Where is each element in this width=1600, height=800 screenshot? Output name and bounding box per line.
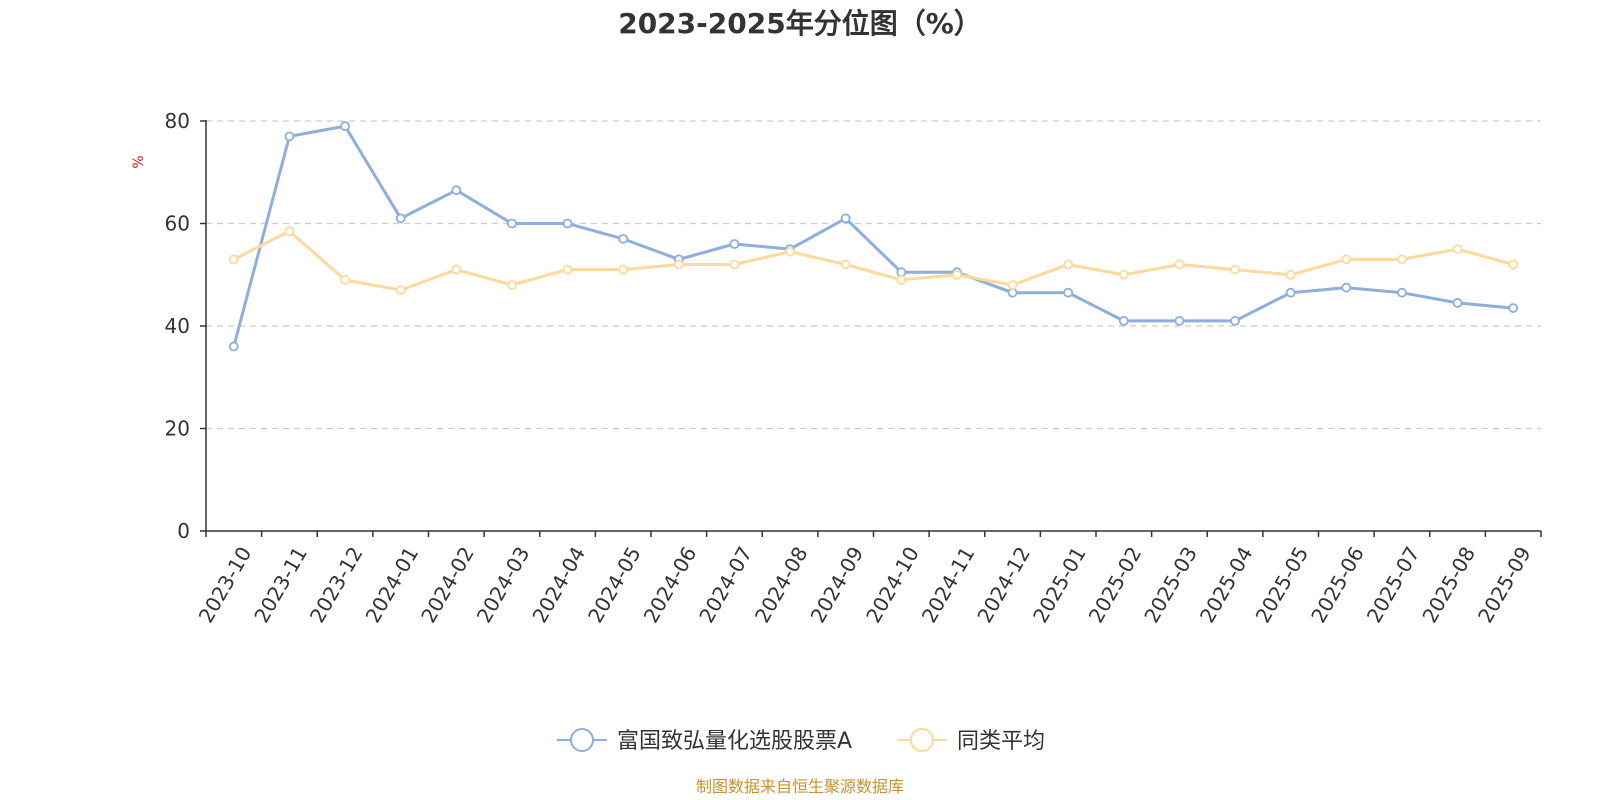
data-source-footer: 制图数据来自恒生聚源数据库 (696, 777, 904, 796)
axes: 0204060802023-102023-112023-122024-01202… (165, 109, 1542, 627)
data-point (729, 239, 740, 249)
data-point (1174, 315, 1185, 326)
x-tick-label: 2024-12 (972, 543, 1035, 627)
data-point (562, 264, 573, 275)
data-point (1118, 315, 1129, 326)
legend-label: 同类平均 (957, 729, 1045, 754)
series-1 (228, 226, 1519, 296)
series-line (233, 229, 1514, 292)
data-point (896, 274, 907, 285)
legend-marker (910, 728, 934, 752)
data-point (785, 246, 795, 257)
legend-item-0: 富国致弘量化选股股票A (557, 728, 852, 754)
data-point (1508, 303, 1519, 313)
data-point (618, 264, 629, 275)
data-point (1341, 254, 1352, 265)
data-point (451, 264, 462, 275)
data-point (618, 233, 629, 244)
data-point (1063, 259, 1074, 270)
data-point (840, 213, 851, 224)
data-point (1341, 282, 1352, 293)
y-tick-label: 0 (177, 519, 190, 543)
x-tick-label: 2024-09 (806, 543, 869, 627)
x-tick-label: 2024-02 (416, 543, 479, 627)
x-tick-label: 2023-12 (305, 543, 368, 627)
data-point (451, 185, 462, 196)
x-tick-label: 2024-01 (361, 543, 424, 627)
x-tick-label: 2025-01 (1028, 543, 1091, 627)
x-tick-label: 2025-07 (1362, 543, 1425, 627)
x-tick-label: 2024-10 (861, 543, 924, 627)
x-tick-label: 2025-09 (1473, 543, 1536, 627)
data-point (673, 259, 684, 270)
data-point (395, 285, 406, 296)
data-point (1452, 244, 1463, 255)
data-point (1174, 259, 1185, 270)
x-tick-label: 2025-06 (1306, 543, 1369, 627)
y-tick-label: 60 (165, 212, 190, 236)
data-point (1063, 287, 1074, 298)
series-0 (228, 121, 1519, 352)
x-tick-label: 2023-11 (249, 543, 312, 627)
data-point (340, 274, 350, 285)
data-point (952, 269, 962, 280)
data-point (395, 213, 406, 224)
data-point (507, 218, 517, 229)
data-point (1285, 287, 1296, 298)
x-tick-label: 2025-04 (1195, 543, 1258, 627)
x-tick-label: 2023-10 (194, 543, 257, 627)
data-point (1397, 287, 1407, 298)
x-tick-label: 2024-05 (583, 543, 646, 627)
data-point (284, 226, 295, 237)
data-point (228, 254, 239, 265)
data-point (228, 341, 239, 352)
legend-label: 富国致弘量化选股股票A (617, 729, 852, 754)
x-tick-label: 2024-03 (472, 543, 535, 627)
y-tick-label: 40 (165, 314, 190, 338)
x-tick-label: 2025-08 (1417, 543, 1480, 627)
data-point (1452, 298, 1463, 308)
x-tick-label: 2025-05 (1251, 543, 1314, 627)
y-axis-label: % (131, 155, 147, 168)
series-lines (228, 121, 1519, 352)
chart-title: 2023-2025年分位图（%） (618, 7, 982, 40)
y-tick-label: 20 (165, 417, 190, 441)
x-tick-label: 2024-07 (694, 543, 757, 627)
data-point (1230, 264, 1240, 275)
x-tick-label: 2025-02 (1084, 543, 1147, 627)
data-point (729, 259, 740, 270)
y-tick-label: 80 (165, 109, 190, 133)
data-point (1118, 269, 1129, 280)
data-point (562, 218, 573, 229)
data-point (507, 280, 517, 290)
data-point (1285, 269, 1296, 280)
legend-item-1: 同类平均 (897, 728, 1045, 754)
legend-marker (570, 728, 594, 752)
data-point (1508, 259, 1519, 270)
x-tick-label: 2024-06 (639, 543, 702, 627)
data-point (1230, 315, 1240, 326)
data-point (284, 131, 295, 142)
x-tick-label: 2024-11 (917, 543, 980, 627)
data-point (1397, 254, 1407, 265)
x-tick-label: 2025-03 (1139, 543, 1202, 627)
x-tick-label: 2024-04 (527, 543, 590, 627)
gridlines (206, 120, 1541, 430)
data-point (340, 121, 350, 132)
x-tick-label: 2024-08 (750, 543, 813, 627)
data-point (1007, 280, 1018, 290)
data-point (840, 259, 851, 270)
series-line (232, 124, 1514, 347)
legend: 富国致弘量化选股股票A 同类平均 (557, 728, 1045, 754)
